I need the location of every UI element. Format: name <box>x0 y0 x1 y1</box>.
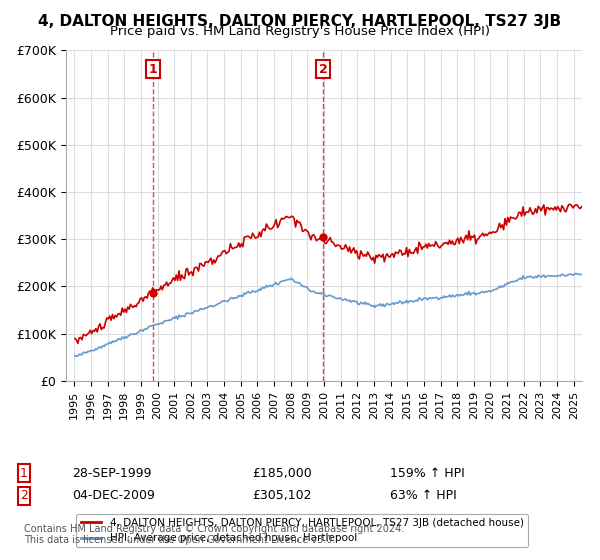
Text: Contains HM Land Registry data © Crown copyright and database right 2024.: Contains HM Land Registry data © Crown c… <box>24 524 404 534</box>
Text: This data is licensed under the Open Government Licence v3.0.: This data is licensed under the Open Gov… <box>24 535 335 545</box>
Text: 2: 2 <box>20 489 28 502</box>
Text: 4, DALTON HEIGHTS, DALTON PIERCY, HARTLEPOOL, TS27 3JB: 4, DALTON HEIGHTS, DALTON PIERCY, HARTLE… <box>38 14 562 29</box>
Text: £185,000: £185,000 <box>252 466 312 480</box>
Text: 1: 1 <box>20 466 28 480</box>
Text: 63% ↑ HPI: 63% ↑ HPI <box>390 489 457 502</box>
Text: 2: 2 <box>319 63 328 76</box>
Point <box>319 232 328 241</box>
Text: £305,102: £305,102 <box>252 489 311 502</box>
Text: 04-DEC-2009: 04-DEC-2009 <box>72 489 155 502</box>
Text: 159% ↑ HPI: 159% ↑ HPI <box>390 466 465 480</box>
Text: 1: 1 <box>148 63 157 76</box>
Legend: 4, DALTON HEIGHTS, DALTON PIERCY, HARTLEPOOL, TS27 3JB (detached house), HPI: Av: 4, DALTON HEIGHTS, DALTON PIERCY, HARTLE… <box>76 514 528 547</box>
Text: Price paid vs. HM Land Registry's House Price Index (HPI): Price paid vs. HM Land Registry's House … <box>110 25 490 38</box>
Point <box>148 289 157 298</box>
Text: 28-SEP-1999: 28-SEP-1999 <box>72 466 151 480</box>
